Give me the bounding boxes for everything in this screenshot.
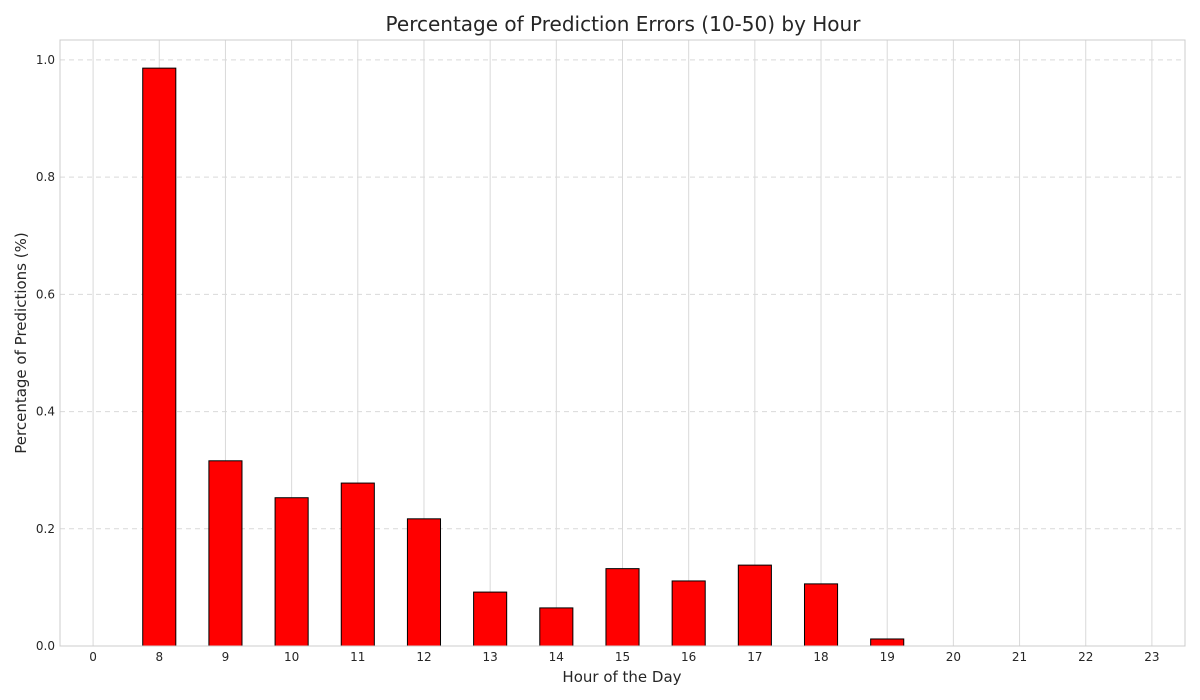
bar-hour-17 [737,564,772,647]
x-tick-label: 12 [416,650,431,664]
chart-title: Percentage of Prediction Errors (10-50) … [386,12,862,36]
x-tick-label: 9 [222,650,230,664]
x-tick-label: 13 [483,650,498,664]
y-tick-label: 0.2 [36,522,55,536]
x-tick-label: 23 [1144,650,1159,664]
x-tick-labels: 0 8 9 10 11 12 13 14 15 16 17 18 19 20 21 22 23 [89,650,1159,664]
y-axis-label: Percentage of Predictions (%) [12,232,30,453]
bar-hour-15 [605,568,640,647]
x-tick-label: 14 [549,650,564,664]
y-tick-label: 1.0 [36,53,55,67]
bars [142,67,905,647]
x-tick-label: 22 [1078,650,1093,664]
x-tick-label: 8 [155,650,163,664]
x-tick-label: 10 [284,650,299,664]
bar-hour-16 [671,580,706,647]
x-tick-label: 16 [681,650,696,664]
y-tick-label: 0.0 [36,639,55,653]
x-tick-label: 21 [1012,650,1027,664]
x-tick-label: 17 [747,650,762,664]
bar-hour-19 [870,638,905,647]
x-tick-label: 15 [615,650,630,664]
bar-hour-18 [803,583,839,647]
plot-frame [59,39,1186,647]
x-tick-label: 19 [880,650,895,664]
x-tick-label: 18 [813,650,828,664]
bar-hour-10 [274,497,309,647]
y-tick-label: 0.4 [36,405,55,419]
bar-hour-14 [539,607,574,647]
x-axis-label: Hour of the Day [562,668,681,686]
bar-hour-12 [406,518,442,647]
y-tick-label: 0.6 [36,287,55,301]
x-tick-label: 0 [89,650,97,664]
x-tick-label: 11 [350,650,365,664]
x-tick-label: 20 [946,650,961,664]
bar-hour-11 [340,482,375,647]
bar-hour-8 [142,67,177,647]
bar-hour-9 [208,460,243,647]
y-tick-label: 0.8 [36,170,55,184]
y-tick-labels: 0.0 0.2 0.4 0.6 0.8 1.0 [36,53,55,653]
bar-hour-13 [473,591,508,647]
